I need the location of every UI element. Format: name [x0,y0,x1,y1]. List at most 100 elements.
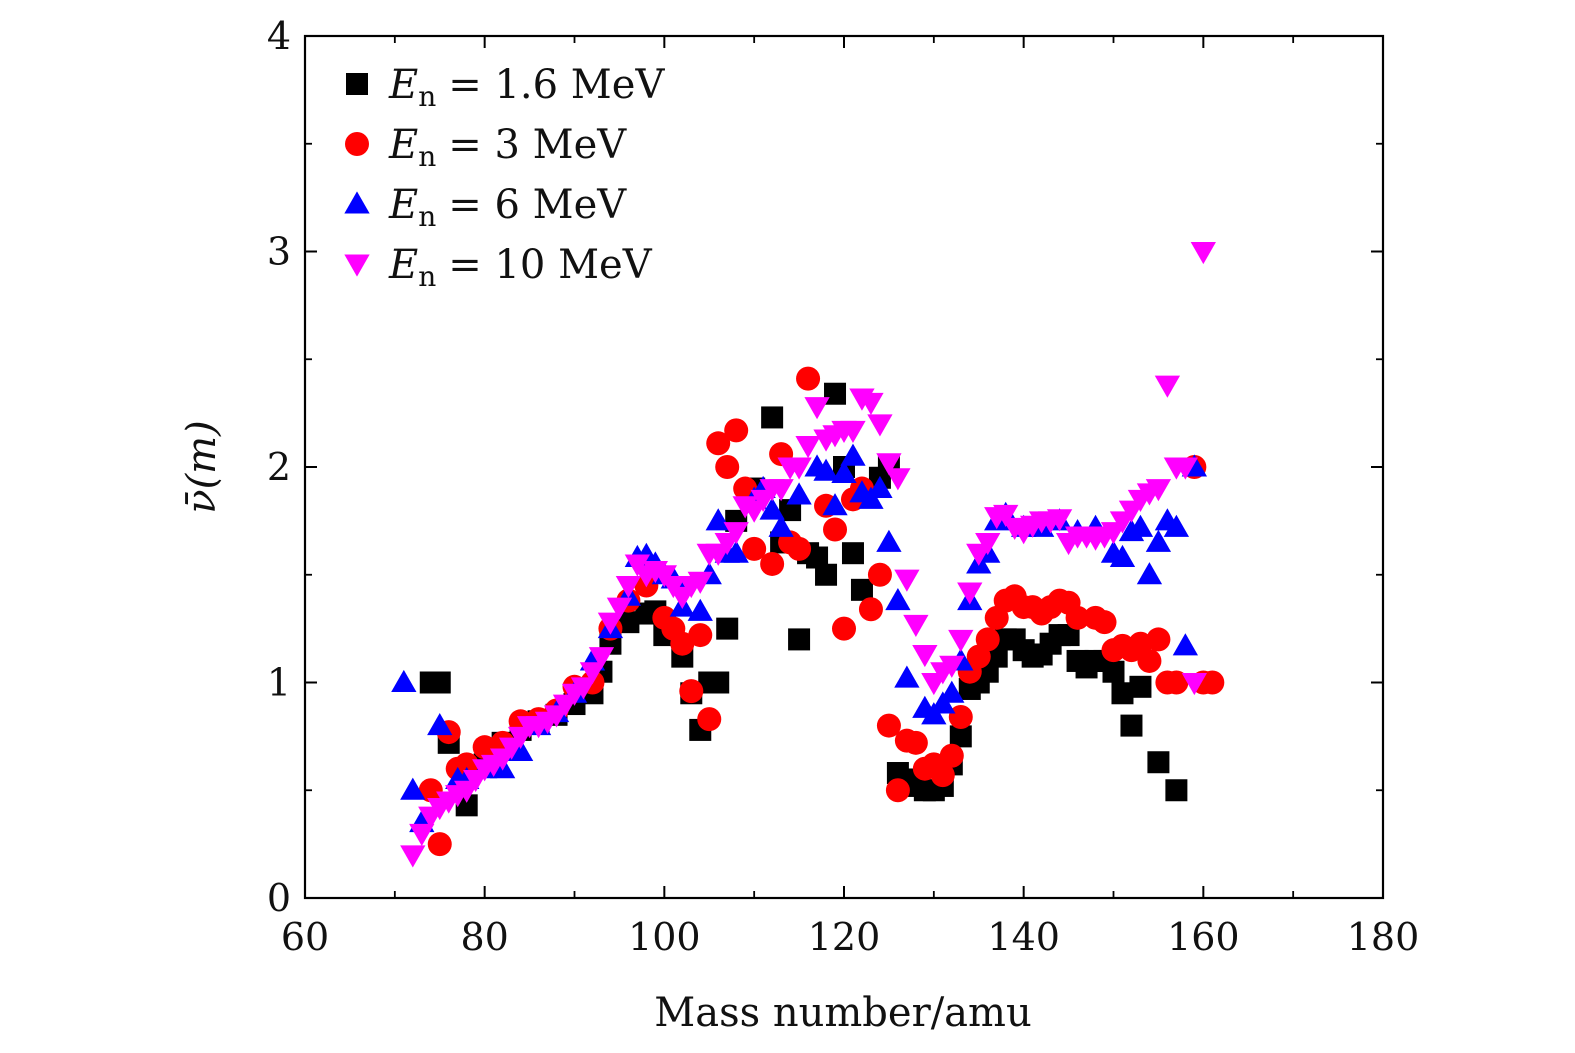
data-point [670,631,695,656]
data-point [779,499,802,522]
data-point [796,366,821,391]
data-point [1065,605,1090,630]
data-point [1163,514,1190,537]
data-point [715,455,740,479]
data-point [1181,673,1207,696]
data-point [1164,670,1189,695]
data-point [806,546,829,569]
legend-label-subscript: n [418,80,436,113]
data-point [876,529,902,552]
legend: En = 1.6 MeV En = 3 MeV En = 6 MeV En = 10 MeV [344,62,665,293]
data-point [1154,375,1181,398]
data-point [930,763,955,788]
data-point [1165,779,1188,802]
data-point [858,392,884,415]
data-point [705,508,731,531]
legend-label: En = 10 MeV [388,242,653,293]
data-point [391,669,417,692]
data-point [975,532,1001,556]
data-point [579,662,606,685]
data-point [1111,682,1134,705]
data-point [894,665,920,688]
x-tick-label: 60 [281,915,329,959]
legend-label-value: = 6 MeV [448,182,627,228]
legend-entry-3: En = 6 MeV [344,182,627,233]
data-point [1147,751,1170,774]
data-point [876,713,901,738]
data-point [957,582,983,605]
data-point [615,576,642,599]
data-point [1172,457,1199,480]
data-point [597,612,624,635]
data-point [507,738,534,761]
data-point [939,655,965,678]
data-point [716,617,739,640]
legend-marker [345,132,369,156]
x-tick-label: 140 [987,915,1060,959]
data-point [885,587,911,611]
data-point [894,569,920,592]
data-point [742,536,767,561]
data-point [688,623,713,648]
data-point [885,468,911,491]
data-point [795,435,821,459]
data-point [1172,633,1199,656]
legend-label-subscript: n [418,200,436,233]
data-point [858,597,883,622]
data-point [761,406,784,429]
data-point [687,598,713,621]
data-point [418,778,443,803]
data-point [617,611,640,634]
data-point [1136,562,1163,585]
data-point [1057,624,1080,647]
legend-label-main: E [388,182,418,228]
data-point [759,497,785,520]
legend-label-value: = 1.6 MeV [448,62,665,108]
data-point [723,540,749,563]
data-point [867,475,893,499]
legend-label: En = 6 MeV [388,182,627,233]
data-point [428,671,451,694]
data-point [1137,648,1162,673]
data-point [427,712,453,736]
data-point [786,482,812,505]
data-point [948,704,973,729]
data-point [876,453,902,476]
data-point [948,629,974,653]
legend-marker [344,254,370,277]
data-point [472,735,497,760]
data-point [400,845,426,868]
data-point [400,777,426,800]
data-point [570,677,597,700]
data-point [804,397,830,420]
legend-entry-1: En = 1.6 MeV [346,62,665,113]
data-point [786,457,812,480]
data-point [867,414,893,437]
data-point [723,522,749,545]
data-marks [391,242,1225,868]
data-point [1190,242,1216,265]
x-tick-label: 160 [1167,915,1240,959]
legend-label-subscript: n [418,140,436,173]
y-tick-label: 1 [267,661,291,705]
data-point [707,671,730,694]
data-point [588,647,615,670]
legend-entry-4: En = 10 MeV [344,242,653,293]
data-point [822,493,848,516]
data-point [606,597,633,620]
legend-label: En = 3 MeV [388,122,627,173]
data-point [939,680,965,703]
data-point [813,458,839,481]
legend-label-main: E [388,122,418,168]
data-point [903,614,929,637]
data-point [831,460,857,483]
legend-label-value: = 10 MeV [448,242,652,288]
data-point [1146,627,1171,652]
y-tick-label: 0 [267,876,291,920]
data-point [706,431,731,456]
legend-marker [346,73,368,95]
data-point [687,571,713,594]
y-axis-label: ν̄(m) [179,420,225,513]
legend-entry-2: En = 3 MeV [345,122,627,173]
